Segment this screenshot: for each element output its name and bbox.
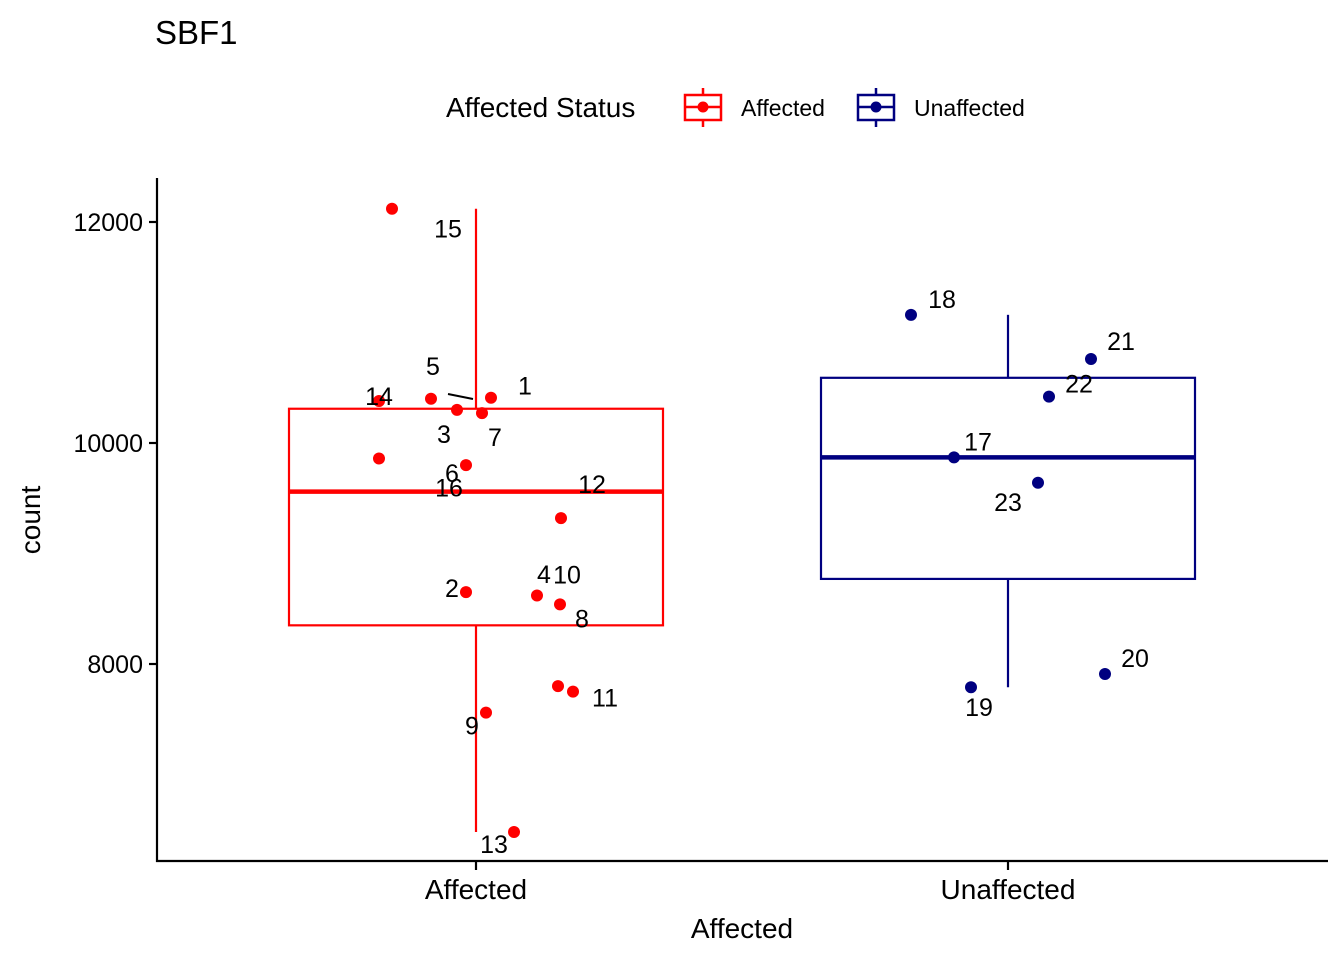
- data-point: [905, 308, 917, 321]
- point-label: 20: [1121, 645, 1149, 673]
- point-label: 11: [592, 685, 618, 713]
- x-axis-label: Affected: [691, 913, 793, 944]
- legend-key-unaffected: [856, 88, 896, 127]
- point-label: 4: [537, 561, 551, 589]
- y-axis-label: count: [15, 486, 46, 555]
- legend-title: Affected Status: [446, 92, 635, 123]
- data-point: [425, 392, 437, 405]
- point-label: 15: [434, 216, 462, 244]
- data-point: [508, 825, 520, 838]
- legend-label-affected: Affected: [741, 95, 825, 121]
- data-point: [1085, 353, 1097, 366]
- x-ticks: Affected Unaffected: [425, 862, 1076, 905]
- point-label: 19: [965, 694, 993, 722]
- x-tick-label: Unaffected: [941, 874, 1076, 905]
- point-label: 16: [435, 474, 463, 502]
- data-point: [567, 685, 579, 698]
- data-point: [485, 391, 497, 404]
- data-point: [552, 680, 564, 693]
- point-label: 5: [426, 353, 440, 381]
- point-label: 3: [437, 421, 451, 449]
- data-point: [531, 589, 543, 602]
- point-label: 23: [994, 489, 1022, 517]
- y-tick-label: 10000: [73, 430, 143, 458]
- data-point: [460, 459, 472, 472]
- legend-label-unaffected: Unaffected: [914, 95, 1025, 121]
- data-point: [451, 403, 463, 416]
- point-label: 8: [575, 605, 589, 633]
- data-point: [965, 681, 977, 694]
- chart-title: SBF1: [155, 14, 238, 51]
- data-point: [460, 586, 472, 599]
- point-label: 10: [553, 561, 581, 589]
- point-label: 17: [964, 428, 992, 456]
- data-point: [476, 407, 488, 420]
- legend: Affected Status Affected Unaffected: [446, 88, 1025, 127]
- data-point: [1099, 667, 1111, 680]
- point-label: 6: [445, 460, 459, 488]
- data-point: [480, 706, 492, 719]
- data-point: [373, 395, 385, 408]
- boxplots: [287, 208, 1197, 832]
- point-label: 18: [928, 286, 956, 314]
- y-tick-label: 12000: [73, 209, 143, 237]
- point-label: 13: [480, 831, 508, 859]
- data-point: [1043, 390, 1055, 403]
- data-point: [1032, 476, 1044, 489]
- point-label: 2: [445, 575, 459, 603]
- data-point: [554, 598, 566, 611]
- point-label: 7: [488, 424, 502, 452]
- point-label: 12: [578, 471, 606, 499]
- point-label: 21: [1107, 328, 1135, 356]
- y-tick-label: 8000: [87, 651, 143, 679]
- y-ticks: 8000 10000 12000: [73, 209, 157, 679]
- data-point: [373, 452, 385, 465]
- affected-box: [287, 407, 665, 627]
- legend-key-affected: [683, 88, 723, 127]
- data-point: [386, 202, 398, 215]
- point-label: 9: [465, 713, 479, 741]
- point-label: 1: [518, 373, 532, 401]
- label-leader-line: [447, 393, 474, 400]
- point-label: 14: [365, 383, 393, 411]
- unaffected-box: [819, 376, 1197, 581]
- point-label: 22: [1065, 371, 1093, 399]
- data-point: [948, 451, 960, 464]
- data-point: [555, 512, 567, 525]
- x-tick-label: Affected: [425, 874, 527, 905]
